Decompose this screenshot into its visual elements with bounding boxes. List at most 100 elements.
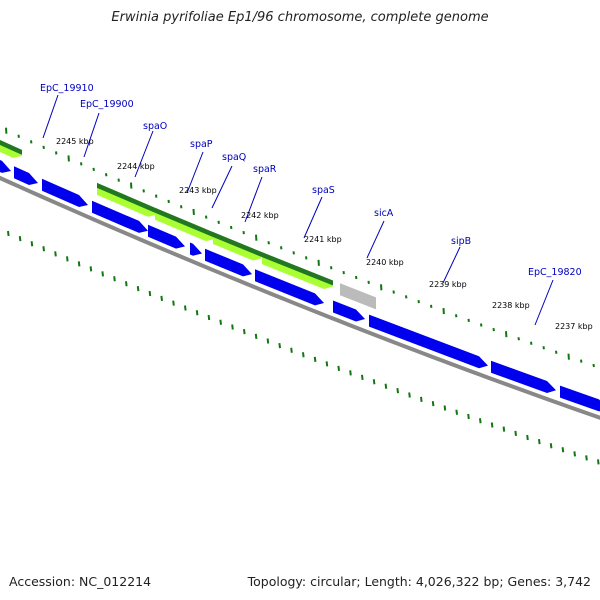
cds-arrow-6 <box>190 242 202 256</box>
inner-tick <box>231 324 234 330</box>
leader-line <box>186 151 204 194</box>
cds-arrow-11 <box>491 360 556 394</box>
highlighted-gene-track <box>0 139 376 310</box>
inner-tick-ring <box>7 230 600 465</box>
inner-tick <box>502 426 506 432</box>
inner-tick <box>254 333 258 339</box>
inner-tick <box>597 459 600 465</box>
inner-tick <box>361 374 364 380</box>
highlight-shade <box>213 232 262 258</box>
inner-tick <box>30 241 34 247</box>
inner-tick <box>266 338 270 344</box>
inner-tick <box>113 276 116 282</box>
chromosome-backbone <box>0 175 600 420</box>
cds-arrow-12 <box>560 385 600 412</box>
leader-line <box>366 220 385 259</box>
cds-arrow-1 <box>0 159 11 173</box>
gene-label: sipB <box>451 236 471 247</box>
inner-tick <box>384 383 388 389</box>
inner-tick <box>219 319 222 325</box>
inner-tick <box>66 256 69 262</box>
inner-tick <box>290 347 293 353</box>
kbp-label: 2238 kbp <box>492 301 530 310</box>
inner-tick <box>549 443 553 449</box>
gene-label: spaQ <box>222 152 246 163</box>
inner-tick <box>184 305 187 311</box>
cds-arrow-8 <box>255 269 324 306</box>
highlight-gene-spaS <box>262 252 333 289</box>
inner-tick <box>455 409 458 415</box>
kbp-label: 2240 kbp <box>366 258 404 267</box>
highlight-gene-spaO <box>97 182 157 217</box>
inner-tick <box>77 261 81 267</box>
leader-line <box>42 94 59 139</box>
leader-line <box>534 279 554 326</box>
kbp-label: 2239 kbp <box>429 280 467 289</box>
leader-line <box>211 165 233 209</box>
leader-line <box>244 176 263 223</box>
kbp-label: 2241 kbp <box>304 235 342 244</box>
inner-tick <box>195 310 199 316</box>
gene-label: EpC_19820 <box>528 267 582 278</box>
leader-line <box>134 130 154 178</box>
label-leader-lines <box>42 94 554 326</box>
inner-tick <box>54 251 57 257</box>
grey-gene-sicA <box>340 283 376 310</box>
inner-tick <box>325 361 329 367</box>
cds-arrow-4 <box>92 200 148 233</box>
cds-track <box>0 159 600 412</box>
inner-tick <box>479 418 482 424</box>
inner-tick <box>89 266 93 272</box>
inner-tick <box>443 405 447 411</box>
inner-tick <box>349 370 352 376</box>
kbp-label: 2243 kbp <box>179 186 217 195</box>
genome-summary-text: Topology: circular; Length: 4,026,322 bp… <box>247 574 591 589</box>
inner-tick <box>148 290 152 297</box>
highlight-shade <box>155 207 215 238</box>
leader-line <box>442 246 461 284</box>
inner-tick <box>278 342 281 349</box>
inner-tick <box>573 451 576 457</box>
inner-tick <box>243 329 246 335</box>
gene-label: EpC_19900 <box>80 99 134 110</box>
cds-arrow-2 <box>14 166 38 185</box>
leader-line <box>83 112 100 158</box>
inner-tick <box>585 455 588 461</box>
gene-label: EpC_19910 <box>40 83 94 94</box>
highlight-gene-spaQ <box>213 232 262 261</box>
inner-tick <box>302 352 305 358</box>
gene-label: sicA <box>374 208 394 219</box>
inner-tick <box>125 281 128 287</box>
gene-label: spaR <box>253 164 277 175</box>
kbp-label: 2245 kbp <box>56 137 94 146</box>
cds-arrow-3 <box>42 178 88 208</box>
inner-tick <box>160 295 163 301</box>
inner-tick <box>526 434 529 441</box>
gene-label: spaP <box>190 139 213 150</box>
inner-tick <box>396 387 399 394</box>
highlight-gene-spaP <box>155 207 215 242</box>
accession-text: Accession: NC_012214 <box>9 574 152 589</box>
gene-label: spaO <box>143 121 167 132</box>
inner-tick <box>7 230 10 237</box>
inner-tick <box>420 396 423 402</box>
gene-label: spaS <box>312 185 335 196</box>
outer-tick-ring <box>5 127 595 368</box>
cds-arrow-5 <box>148 224 185 249</box>
leader-line <box>303 196 323 239</box>
highlight-shade <box>0 139 22 155</box>
kbp-label: 2244 kbp <box>117 162 155 171</box>
inner-tick <box>101 271 104 277</box>
backbone-line <box>0 175 600 420</box>
highlight-shade <box>262 252 333 286</box>
inner-tick <box>561 447 565 453</box>
cds-arrow-10 <box>369 314 488 369</box>
inner-tick <box>538 438 541 445</box>
inner-tick <box>467 413 470 420</box>
inner-tick <box>207 314 211 321</box>
highlight-shade <box>97 182 157 214</box>
inner-tick <box>490 422 494 428</box>
cds-arrow-7 <box>205 248 252 277</box>
inner-tick <box>372 379 376 385</box>
